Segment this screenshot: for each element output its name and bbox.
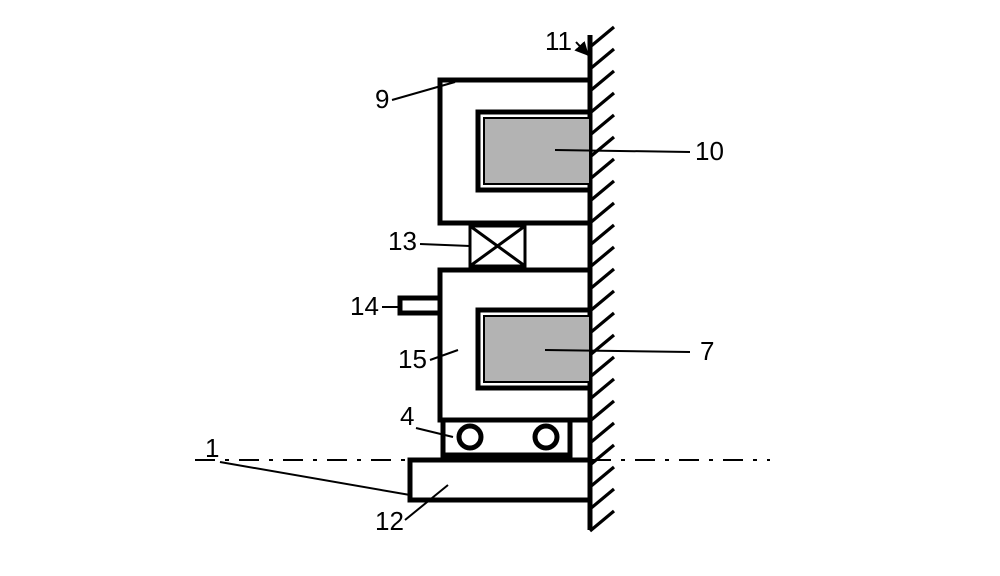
wall-hatch xyxy=(590,423,614,443)
lower-fill-block xyxy=(484,316,590,382)
wall-hatch xyxy=(590,181,614,201)
lead-9 xyxy=(392,82,455,100)
wall-hatch xyxy=(590,335,614,355)
diagram-canvas: 1479101112131415 xyxy=(0,0,1000,576)
label-1: 1 xyxy=(205,433,219,463)
bearing-ball xyxy=(535,426,557,448)
bearing-ball xyxy=(459,426,481,448)
wall-hatch xyxy=(590,137,614,157)
wall-hatch xyxy=(590,49,614,69)
wall-hatch xyxy=(590,489,614,509)
wall-hatch xyxy=(590,445,614,465)
wall-hatch xyxy=(590,159,614,179)
label-10: 10 xyxy=(695,136,724,166)
wall-hatch xyxy=(590,269,614,289)
label-15: 15 xyxy=(398,344,427,374)
label-14: 14 xyxy=(350,291,379,321)
lead-13 xyxy=(420,244,470,246)
wall-hatch xyxy=(590,225,614,245)
wall-hatch xyxy=(590,467,614,487)
arrow-11 xyxy=(576,42,588,55)
label-7: 7 xyxy=(700,336,714,366)
label-12: 12 xyxy=(375,506,404,536)
lead-4 xyxy=(416,428,453,437)
label-4: 4 xyxy=(400,401,414,431)
wall-hatch xyxy=(590,313,614,333)
wall-hatch xyxy=(590,203,614,223)
wall-hatch xyxy=(590,93,614,113)
lead-1 xyxy=(220,462,410,495)
wall-hatch xyxy=(590,357,614,377)
label-11: 11 xyxy=(545,26,572,56)
lead-15 xyxy=(430,350,458,360)
wall-hatch xyxy=(590,291,614,311)
pin xyxy=(400,298,440,313)
wall-hatch xyxy=(590,27,614,47)
wall-hatch xyxy=(590,379,614,399)
wall-hatch xyxy=(590,71,614,91)
wall-hatch xyxy=(590,247,614,267)
label-13: 13 xyxy=(388,226,417,256)
wall-hatch xyxy=(590,115,614,135)
wall-hatch xyxy=(590,511,614,531)
wall-hatch xyxy=(590,401,614,421)
wall-group xyxy=(590,27,614,531)
label-9: 9 xyxy=(375,84,389,114)
